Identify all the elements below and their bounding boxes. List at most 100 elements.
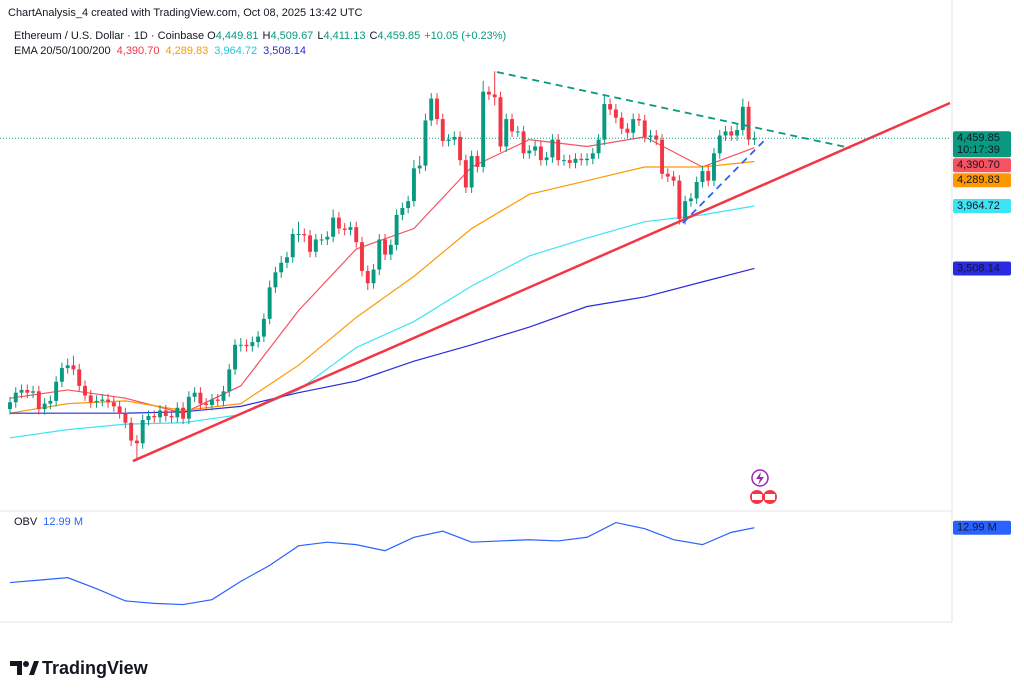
candle-body [440, 119, 445, 141]
candle-body [146, 415, 151, 421]
candle-body [752, 138, 757, 140]
candle-body [181, 407, 186, 419]
candle-body [25, 389, 30, 393]
candle-body [579, 158, 584, 161]
candle-body [123, 413, 128, 423]
candle-body [77, 369, 82, 386]
candle-body [694, 182, 699, 199]
ohlc-value: 4,459.85 [377, 30, 420, 42]
candle-body [550, 139, 555, 158]
candle-body [746, 106, 751, 140]
obv-legend: OBV 12.99 M [14, 516, 83, 528]
trend-line [496, 71, 851, 149]
candle-body [71, 365, 76, 370]
candle-body [209, 399, 214, 405]
ohlc-value: 4,411.13 [323, 30, 365, 42]
candle-body [244, 344, 249, 347]
candle-body [48, 400, 53, 404]
candle-body [688, 198, 693, 202]
candle-body [567, 160, 572, 163]
candle-body [83, 385, 87, 396]
symbol-legend: Ethereum / U.S. Dollar · 1D · Coinbase O4… [14, 30, 506, 42]
candle-body [481, 91, 486, 167]
candle-body [411, 168, 416, 202]
ohlc-key: L [317, 30, 323, 42]
candle-body [573, 158, 578, 163]
header-title: ChartAnalysis_4 created with TradingView… [8, 7, 362, 19]
ohlc-key: C [369, 30, 377, 42]
candle-body [596, 139, 601, 154]
candle-body [302, 234, 307, 236]
ema-value: 4,289.83 [165, 45, 208, 57]
candle-body [631, 119, 636, 133]
candle-body [158, 410, 162, 418]
candle-body [660, 139, 665, 174]
candle-body [740, 106, 745, 131]
candle-body [256, 336, 261, 343]
candle-body [510, 119, 514, 132]
candle-body [342, 228, 347, 230]
candle-body [36, 391, 41, 410]
ema-value: 3,964.72 [214, 45, 257, 57]
candle-body [129, 422, 134, 441]
candle-body [140, 420, 145, 444]
candle-body [354, 227, 359, 243]
candle-body [729, 131, 734, 136]
candle-body [527, 150, 532, 154]
candle-body [723, 131, 728, 136]
candle-body [308, 235, 313, 252]
candle-body [388, 244, 393, 255]
candle-body [365, 270, 370, 284]
candle-body [463, 160, 468, 188]
candle-body [250, 342, 255, 347]
candle-body [106, 399, 111, 403]
candle-body [331, 217, 336, 237]
candle-body [360, 242, 364, 271]
candle-body [377, 239, 382, 270]
candle-body [134, 440, 139, 444]
obv-value: 12.99 M [43, 516, 83, 528]
price-box-label: 4,459.85 [957, 132, 1000, 144]
candle-body [492, 94, 497, 98]
candle-body [273, 272, 278, 288]
legend: ChartAnalysis_4 created with TradingView… [8, 7, 506, 528]
candle-body [429, 98, 434, 121]
candle-body [88, 395, 93, 403]
obv-line [9, 521, 755, 606]
candle-body [406, 201, 411, 209]
candle-body [648, 135, 653, 137]
price-box [953, 199, 1011, 214]
candle-body [285, 257, 289, 263]
candle-body [700, 171, 705, 183]
plot-layer [0, 71, 951, 606]
candle-body [233, 344, 237, 370]
candle-body [227, 369, 232, 392]
candle-body [186, 396, 191, 419]
logo-mark [23, 661, 29, 667]
candle-body [348, 227, 353, 230]
ema-value: 4,390.70 [117, 45, 160, 57]
trend-line [682, 139, 766, 224]
candle-body [435, 98, 439, 120]
countdown-label: 10:17:39 [957, 144, 1000, 156]
candle-body [423, 120, 428, 166]
ema-legend: EMA 20/50/100/200 4,390.70 4,289.83 3,964.7… [14, 45, 306, 57]
event-icons [750, 469, 777, 504]
candle-body [163, 410, 168, 416]
price-box-label: 3,508.14 [957, 262, 1000, 274]
candle-body [712, 153, 716, 181]
candle-body [452, 136, 457, 140]
change: +10.05 (+0.23%) [424, 30, 506, 42]
candle-body [619, 117, 624, 129]
price-box [953, 261, 1011, 276]
candle-body [498, 97, 503, 147]
candle-body [152, 415, 157, 418]
candle-body [100, 399, 105, 401]
candle-body [717, 135, 722, 154]
ohlc-key: O [207, 30, 216, 42]
candle-body [475, 156, 480, 167]
candle-body [486, 91, 491, 95]
candle-body [504, 119, 509, 147]
candle-body [279, 262, 284, 273]
